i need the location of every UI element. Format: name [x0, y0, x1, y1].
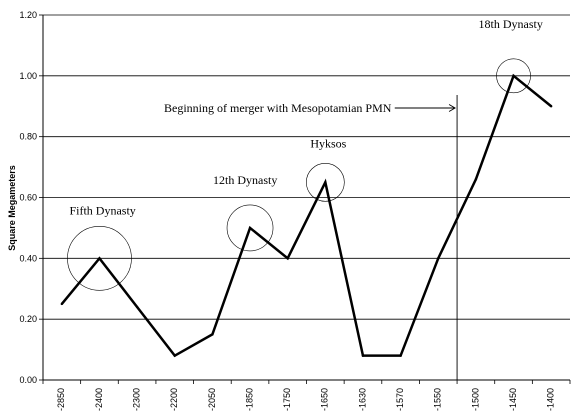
y-tick-label: 1.20 [19, 10, 37, 20]
data-point [60, 302, 64, 306]
x-tick-label: -1450 [508, 388, 518, 411]
data-point [512, 74, 515, 78]
y-tick-label: 0.60 [19, 193, 37, 203]
merger-arrow-head [448, 104, 456, 112]
x-tick-label: -1850 [244, 388, 254, 411]
data-point [474, 178, 478, 181]
x-tick-label: -1750 [282, 388, 292, 411]
y-tick-label: 0.80 [19, 132, 37, 142]
annotation-circle [226, 204, 274, 252]
annotation-circle [496, 58, 531, 94]
data-point [135, 305, 139, 309]
annotation-label: 18th Dynasty [479, 17, 543, 31]
y-axis-label: Square Megameters [7, 165, 17, 251]
x-tick-label: -1550 [433, 388, 443, 411]
data-point [361, 354, 365, 357]
x-tick-label: -2200 [169, 388, 179, 411]
data-point [324, 181, 327, 184]
x-tick-label: -1650 [320, 388, 330, 411]
data-point [437, 257, 440, 260]
y-tick-label: 0.20 [19, 314, 37, 324]
merger-marker: Beginning of merger with Mesopotamian PM… [164, 95, 458, 380]
x-tick-label: -2050 [207, 388, 217, 411]
x-tick-label: -2300 [131, 388, 141, 411]
x-tick-label: -2850 [56, 388, 66, 411]
annotation-circle [306, 162, 345, 202]
annotation-circle [67, 226, 132, 291]
annotations: Fifth Dynasty 12th Dynasty Hyksos 18th Dyna… [67, 17, 543, 291]
x-tick-label: -2400 [94, 388, 104, 411]
annotation-label: 12th Dynasty [213, 173, 277, 187]
data-point [248, 226, 252, 230]
data-point [211, 333, 214, 336]
data-point [98, 257, 101, 260]
data-point [399, 354, 402, 357]
gridlines [39, 14, 571, 384]
data-point [286, 257, 289, 260]
y-tick-label: 1.00 [19, 71, 37, 81]
annotation-label: Fifth Dynasty [69, 203, 135, 217]
data-point [173, 354, 176, 357]
data-point [549, 105, 553, 108]
x-tick-label: -1630 [357, 388, 367, 411]
x-tick-labels: -2850 -2400 -2300 -2200 -2050 -1850 -1750 -1650… [56, 388, 555, 411]
y-tick-label: 0.00 [19, 375, 37, 385]
series-layer [60, 73, 553, 358]
annotation-label: Hyksos [310, 136, 346, 150]
series-line [60, 73, 552, 358]
x-tick-label: -1570 [395, 388, 405, 411]
y-tick-label: 0.40 [19, 253, 37, 263]
merger-label: Beginning of merger with Mesopotamian PM… [164, 101, 392, 115]
x-tick-label: -1500 [470, 388, 480, 411]
y-tick-labels: 0.00 0.20 0.40 0.60 0.80 1.00 1.20 [19, 10, 37, 385]
x-tick-label: -1400 [546, 388, 556, 411]
